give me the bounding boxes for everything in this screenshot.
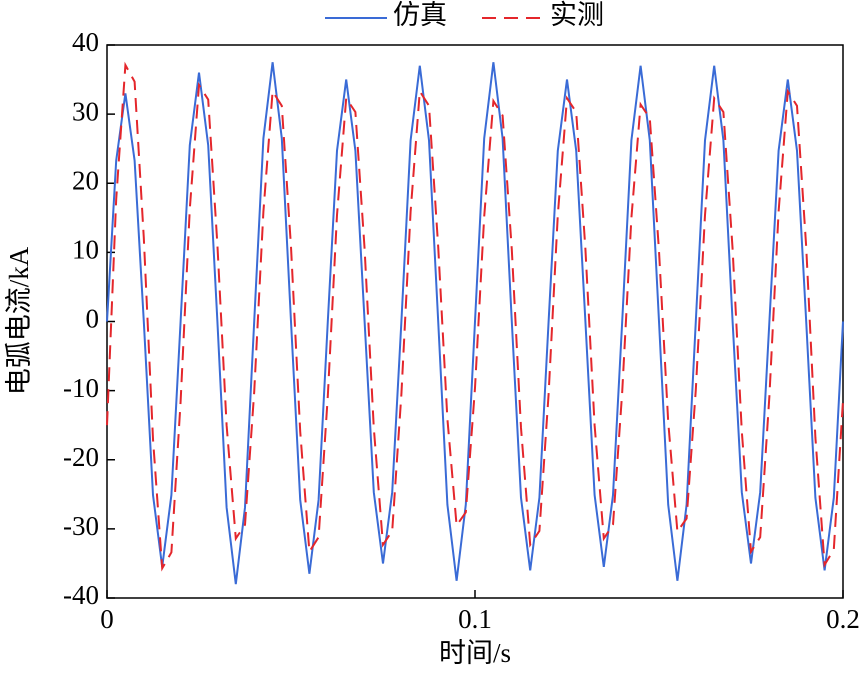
y-tick-label: -40 bbox=[63, 580, 99, 610]
x-tick-label: 0.1 bbox=[458, 604, 492, 634]
y-tick-label: -10 bbox=[63, 373, 99, 403]
y-axis-label: 电弧电流/kA bbox=[4, 246, 34, 395]
y-tick-label: -20 bbox=[63, 442, 99, 472]
y-tick-label: 40 bbox=[72, 27, 99, 57]
x-tick-label: 0 bbox=[100, 604, 114, 634]
x-tick-label: 0.2 bbox=[826, 604, 860, 634]
y-tick-label: 20 bbox=[72, 165, 99, 195]
legend-label: 实测 bbox=[550, 0, 604, 30]
y-tick-label: -30 bbox=[63, 511, 99, 541]
y-tick-label: 0 bbox=[86, 304, 100, 334]
series-line bbox=[106, 62, 844, 585]
x-axis-label: 时间/s bbox=[439, 638, 511, 668]
y-tick-label: 10 bbox=[72, 235, 99, 265]
legend-label: 仿真 bbox=[393, 0, 447, 30]
y-tick-label: 30 bbox=[72, 96, 99, 126]
series-line bbox=[106, 61, 844, 572]
